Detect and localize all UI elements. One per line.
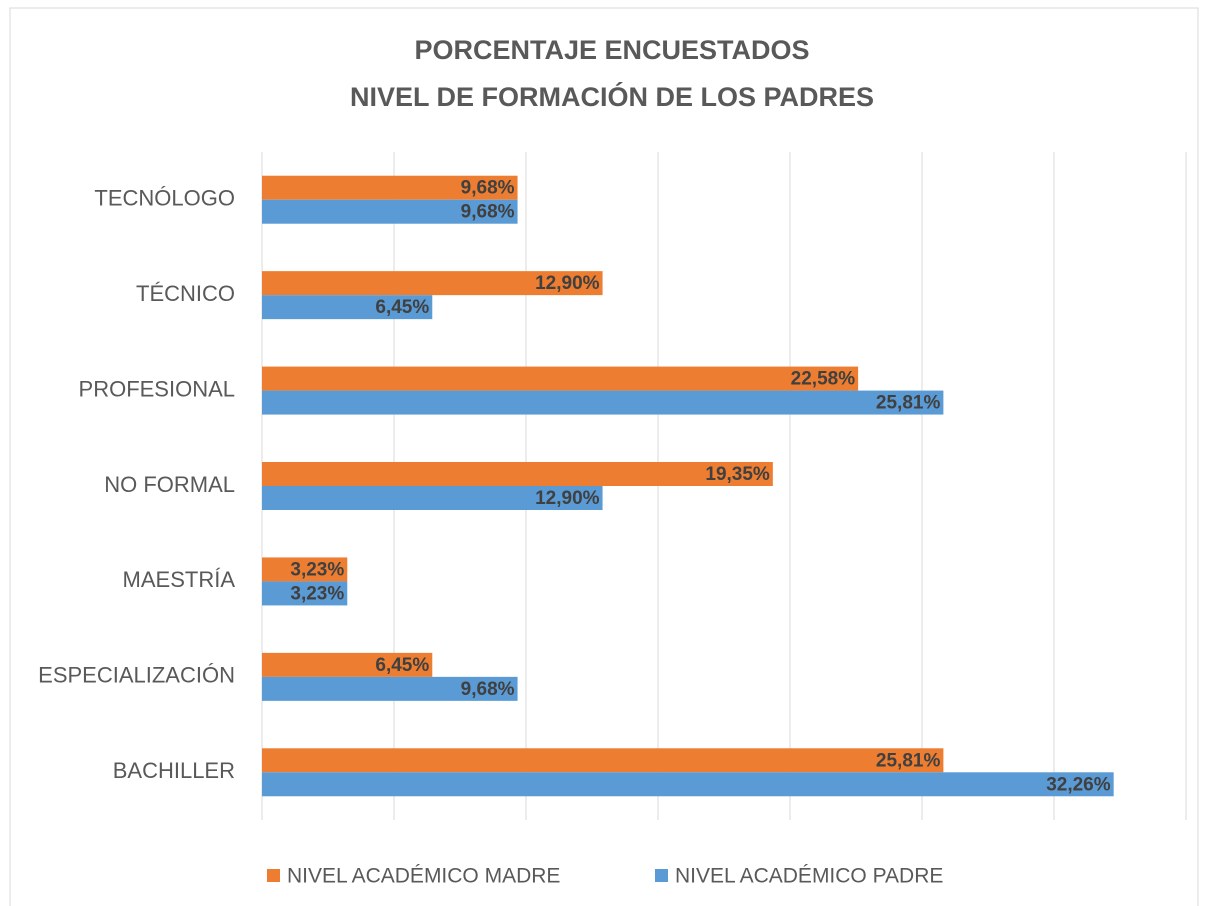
data-label: 32,26% bbox=[1046, 774, 1111, 795]
y-tick-label: PROFESIONAL bbox=[79, 376, 235, 401]
bar bbox=[262, 366, 859, 391]
data-label: 6,45% bbox=[375, 297, 429, 318]
bar bbox=[262, 652, 433, 677]
legend-label: NIVEL ACADÉMICO MADRE bbox=[287, 865, 560, 888]
data-label: 25,81% bbox=[876, 750, 941, 771]
bar bbox=[262, 581, 348, 606]
bar bbox=[262, 557, 348, 582]
bar bbox=[262, 271, 603, 296]
data-label: 19,35% bbox=[705, 464, 770, 485]
data-label: 9,68% bbox=[461, 178, 515, 199]
data-label: 9,68% bbox=[461, 202, 515, 223]
data-label: 25,81% bbox=[876, 393, 941, 414]
data-label: 22,58% bbox=[791, 369, 856, 390]
bar bbox=[262, 462, 773, 486]
y-tick-label: TÉCNICO bbox=[136, 281, 235, 306]
y-tick-label: MAESTRÍA bbox=[123, 567, 236, 592]
data-label: 3,23% bbox=[290, 559, 344, 580]
bar bbox=[262, 486, 603, 510]
bar bbox=[262, 175, 518, 200]
legend-swatch bbox=[655, 869, 668, 882]
legend-swatch bbox=[267, 869, 280, 882]
bar bbox=[262, 295, 433, 320]
y-tick-label: BACHILLER bbox=[113, 758, 235, 783]
bar bbox=[262, 390, 944, 415]
y-tick-label: NO FORMAL bbox=[104, 472, 235, 497]
bar bbox=[262, 748, 944, 773]
data-label: 9,68% bbox=[461, 679, 515, 700]
bar bbox=[262, 676, 518, 701]
data-label: 6,45% bbox=[375, 655, 429, 676]
chart-title: PORCENTAJE ENCUESTADOS bbox=[414, 35, 809, 65]
data-label: 12,90% bbox=[535, 488, 600, 509]
data-label: 12,90% bbox=[535, 273, 600, 294]
y-tick-label: TECNÓLOGO bbox=[94, 186, 235, 211]
chart-title: NIVEL DE FORMACIÓN DE LOS PADRES bbox=[350, 81, 874, 112]
data-label: 3,23% bbox=[290, 583, 344, 604]
y-tick-label: ESPECIALIZACIÓN bbox=[38, 663, 235, 688]
bar bbox=[262, 199, 518, 224]
legend-label: NIVEL ACADÉMICO PADRE bbox=[675, 865, 943, 888]
bar bbox=[262, 772, 1114, 797]
